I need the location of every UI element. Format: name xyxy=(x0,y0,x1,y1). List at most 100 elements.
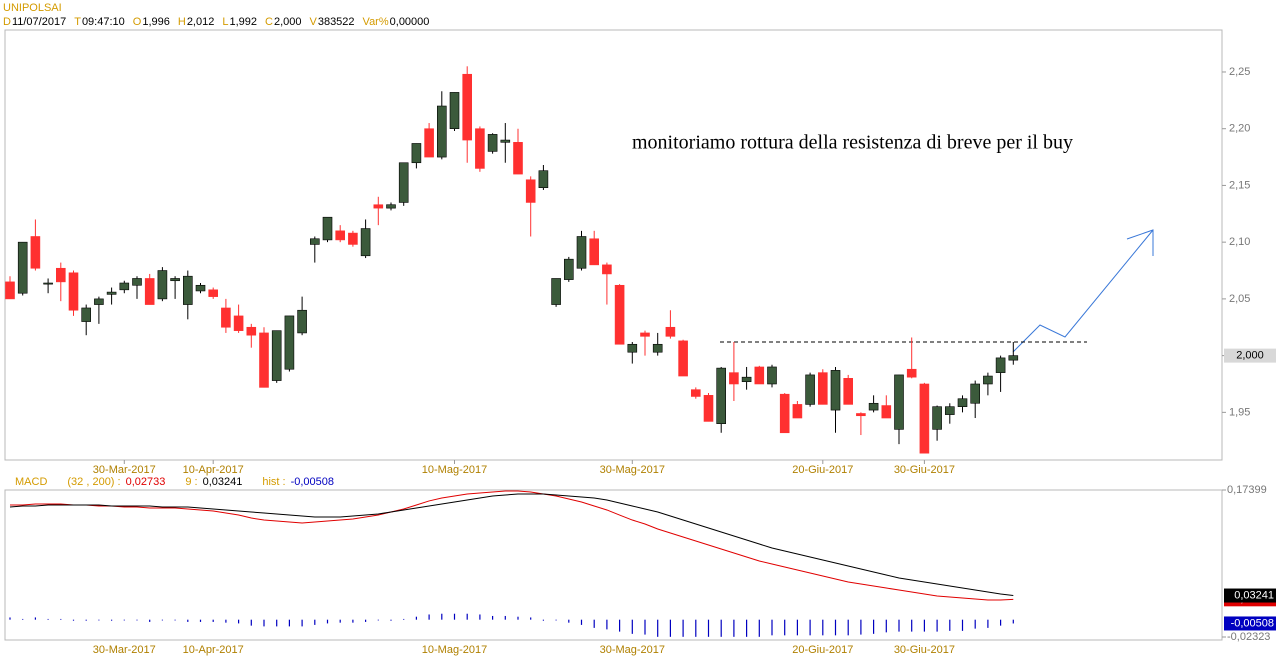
candle-body xyxy=(487,134,498,152)
annotation: monitoriamo rottura della resistenza di … xyxy=(632,132,1073,154)
candle-body xyxy=(652,343,663,353)
legend-value: 0,02733 xyxy=(126,476,166,488)
x-tick-label: 30-Mag-2017 xyxy=(600,644,665,656)
macd-line xyxy=(9,493,1014,597)
candle-body xyxy=(716,367,727,424)
value-badge xyxy=(1224,588,1276,603)
x-tick-label: 30-Mar-2017 xyxy=(93,644,156,656)
candle-body xyxy=(411,143,422,164)
candle-body xyxy=(195,284,206,292)
candle-body xyxy=(690,389,701,397)
candle-body xyxy=(322,216,333,241)
price-badge-label: 2,000 xyxy=(1236,350,1264,362)
candle-body xyxy=(284,315,295,370)
price-badge xyxy=(1224,348,1276,363)
field-key: H xyxy=(178,16,186,28)
candle-body xyxy=(944,406,955,415)
legend-name: (32 , 200) : xyxy=(67,476,120,488)
candle-body xyxy=(500,139,511,143)
candle-body xyxy=(627,343,638,353)
candle-body xyxy=(843,378,854,405)
legend-value: 0,03241 xyxy=(203,476,243,488)
field-value: 1,996 xyxy=(142,16,170,28)
candle-body xyxy=(157,270,168,300)
candle-body xyxy=(767,366,777,385)
candle-body xyxy=(297,309,307,334)
field-key: D xyxy=(3,16,11,28)
candle-body xyxy=(360,228,371,257)
value-badge-label: 0,03241 xyxy=(1234,589,1274,601)
field-key: O xyxy=(133,16,142,28)
candle-body xyxy=(335,230,346,241)
candle-body xyxy=(221,307,231,328)
x-tick-label: 30-Giu-2017 xyxy=(894,464,955,476)
candle-body xyxy=(271,330,282,381)
candle-body xyxy=(614,284,625,345)
candle-body xyxy=(170,278,180,282)
x-tick-label: 10-Apr-2017 xyxy=(183,464,244,476)
x-tick-label: 20-Giu-2017 xyxy=(792,644,853,656)
candle-body xyxy=(373,204,384,209)
candle-body xyxy=(208,289,218,297)
field-key: L xyxy=(222,16,228,28)
macd-line xyxy=(10,490,1014,601)
x-tick-label: 10-Apr-2017 xyxy=(183,644,244,656)
candle-body xyxy=(729,372,739,385)
candle-body xyxy=(43,282,53,285)
candle-body xyxy=(348,232,358,245)
candle-body xyxy=(817,372,828,405)
candle-body xyxy=(17,241,28,294)
candle-body xyxy=(386,204,396,209)
candle-body xyxy=(68,272,79,311)
x-tick-label: 10-Mag-2017 xyxy=(422,464,487,476)
candle-body xyxy=(233,315,244,331)
value-badge-label: -0,00508 xyxy=(1231,617,1274,629)
candle-body xyxy=(703,395,714,422)
field-key: C xyxy=(265,16,273,28)
candle-body xyxy=(5,281,15,300)
candle-body xyxy=(665,326,676,337)
field-key: Var% xyxy=(363,16,389,28)
candle-body xyxy=(513,142,523,175)
candle-body xyxy=(868,402,879,411)
candle-body xyxy=(779,393,790,434)
field-value: 1,992 xyxy=(229,16,257,28)
value-badge xyxy=(1224,616,1276,631)
candle-body xyxy=(144,278,155,305)
y-tick-label: 2,25 xyxy=(1229,66,1250,78)
candle-body xyxy=(81,307,91,322)
field-value: 09:47:10 xyxy=(82,16,125,28)
y-tick-label: 2,20 xyxy=(1229,123,1250,135)
forecast-arrow xyxy=(1012,229,1154,353)
candle-body xyxy=(424,128,434,158)
x-tick-label: 30-Mar-2017 xyxy=(93,464,156,476)
candle-body xyxy=(1008,355,1019,361)
y-tick-label: 0,17399 xyxy=(1227,484,1267,496)
y-tick-label: 2,10 xyxy=(1229,236,1250,248)
field-value: 2,012 xyxy=(187,16,215,28)
candle-body xyxy=(957,398,968,407)
macd-panel xyxy=(4,489,1223,641)
candle-body xyxy=(805,374,815,405)
legend-value: -0,00508 xyxy=(291,476,334,488)
x-tick-label: 30-Mag-2017 xyxy=(600,464,665,476)
candle-body xyxy=(183,275,193,305)
candle-body xyxy=(995,357,1006,373)
candle-body xyxy=(475,128,485,169)
candle-body xyxy=(894,374,904,430)
arrow-head xyxy=(1126,229,1154,256)
candle-body xyxy=(589,238,600,266)
legend-name: 9 : xyxy=(185,476,197,488)
candle-body xyxy=(538,170,549,189)
candle-body xyxy=(246,326,257,336)
candle-body xyxy=(119,282,130,291)
candle-body xyxy=(525,179,536,203)
candle-body xyxy=(551,278,561,305)
candle-body xyxy=(106,291,117,295)
field-key: T xyxy=(74,16,81,28)
y-tick-label: -0,02323 xyxy=(1227,631,1270,643)
candle-body xyxy=(640,332,650,337)
candle-body xyxy=(830,370,841,411)
candle-body xyxy=(94,298,104,305)
